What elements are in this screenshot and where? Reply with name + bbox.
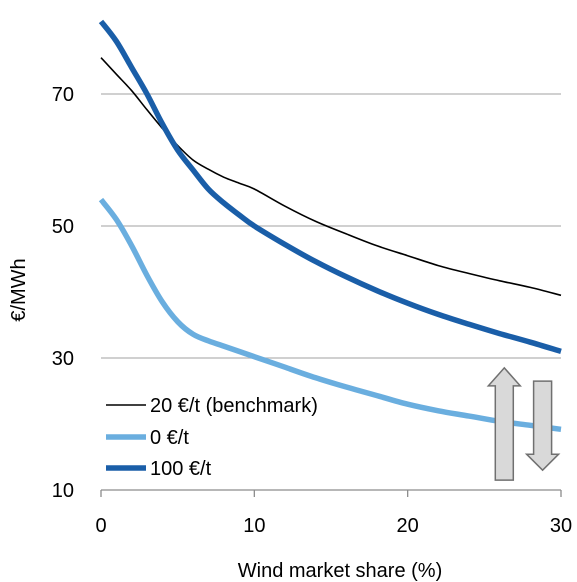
y-tick-label: 30 bbox=[52, 348, 74, 370]
arrow-down-icon bbox=[524, 380, 561, 472]
gridlines bbox=[101, 93, 561, 359]
series-lines bbox=[98, 19, 562, 433]
y-tick-label: 10 bbox=[52, 480, 74, 502]
y-tick-label: 70 bbox=[52, 84, 74, 106]
series-line-0 bbox=[100, 57, 562, 297]
legend-label-0: 20 €/t (benchmark) bbox=[150, 395, 318, 417]
legend: 20 €/t (benchmark) 0 €/t 100 €/t bbox=[106, 395, 318, 480]
x-tick-label: 10 bbox=[243, 515, 265, 537]
annotations bbox=[486, 366, 561, 481]
arrow-up-icon bbox=[486, 366, 522, 481]
y-axis-title: €/MWh bbox=[8, 258, 30, 321]
series-line-1 bbox=[98, 197, 562, 433]
x-tick-label: 20 bbox=[397, 515, 419, 537]
y-tick-label: 50 bbox=[52, 216, 74, 238]
x-axis-title: Wind market share (%) bbox=[238, 560, 443, 582]
legend-label-1: 0 €/t bbox=[150, 427, 189, 449]
x-tick-label: 30 bbox=[550, 515, 572, 537]
series-line-2 bbox=[98, 19, 562, 355]
axes: 10 30 50 70 0 10 20 30 bbox=[52, 84, 572, 537]
legend-label-2: 100 €/t bbox=[150, 458, 212, 480]
x-tick-label: 0 bbox=[95, 515, 106, 537]
